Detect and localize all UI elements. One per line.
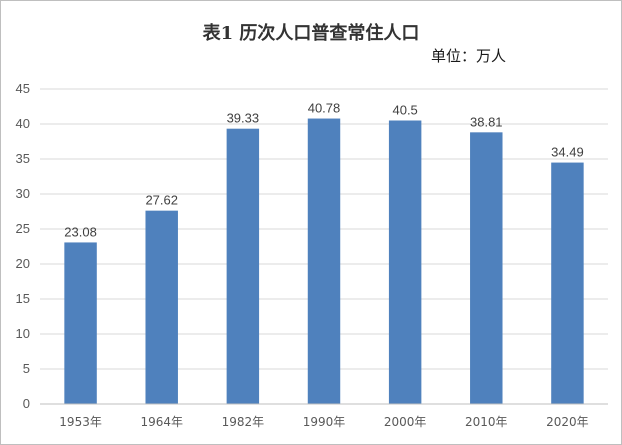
- bar: [551, 162, 584, 404]
- y-tick-label: 5: [23, 361, 30, 376]
- x-tick-label: 1964年: [140, 415, 183, 429]
- y-axis-ticks: 0 5 10 15 20 25 30 35 40 45: [16, 81, 30, 411]
- x-tick-label: 2000年: [384, 415, 427, 429]
- x-tick-label: 2020年: [546, 415, 589, 429]
- y-tick-label: 35: [16, 151, 30, 166]
- data-label: 40.78: [308, 101, 341, 116]
- y-tick-label: 30: [16, 186, 30, 201]
- y-tick-label: 45: [16, 81, 30, 96]
- data-label: 39.33: [227, 111, 260, 126]
- data-label: 38.81: [470, 114, 503, 129]
- unit-label: 单位：万人: [431, 47, 506, 65]
- x-tick-label: 1990年: [303, 415, 346, 429]
- chart-title: 表1 历次人口普查常住人口: [203, 22, 420, 44]
- x-tick-label: 2010年: [465, 415, 508, 429]
- x-axis-ticks: 1953年 1964年 1982年 1990年 2000年 2010年 2020年: [59, 415, 588, 429]
- bar: [388, 120, 422, 404]
- data-label: 40.5: [392, 103, 417, 118]
- data-label: 27.62: [145, 193, 178, 208]
- y-tick-label: 40: [16, 116, 30, 131]
- data-labels: 23.08 27.62 39.33 40.78 40.5 38.81 34.49: [64, 101, 583, 240]
- y-tick-label: 0: [23, 396, 30, 411]
- x-tick-label: 1953年: [59, 415, 102, 429]
- bar: [470, 132, 503, 404]
- y-tick-label: 20: [16, 256, 30, 271]
- data-label: 34.49: [551, 145, 584, 160]
- data-label: 23.08: [64, 224, 97, 239]
- x-tick-label: 1982年: [222, 415, 265, 429]
- bar: [145, 210, 178, 404]
- y-tick-label: 25: [16, 221, 30, 236]
- bar: [64, 242, 97, 404]
- bars: [64, 118, 584, 404]
- bar: [226, 128, 260, 404]
- bar: [307, 118, 341, 404]
- y-tick-label: 15: [16, 291, 30, 306]
- y-tick-label: 10: [16, 326, 30, 341]
